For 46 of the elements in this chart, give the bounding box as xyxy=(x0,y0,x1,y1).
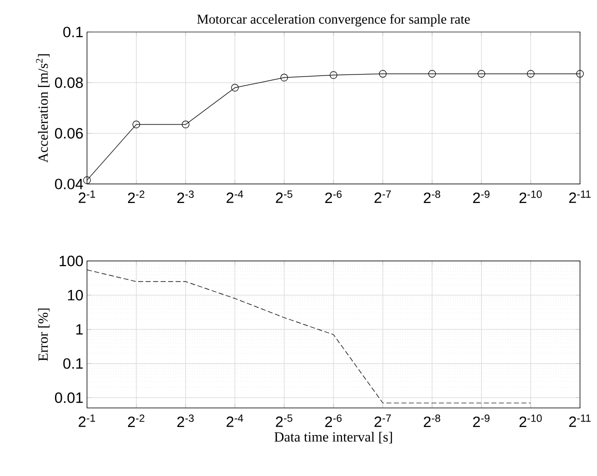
x-tick-label: 2$^{-3}$ xyxy=(177,190,194,204)
point xyxy=(280,74,288,82)
x-tick-label: 2$^{-11}$ xyxy=(569,190,591,203)
y-tick-label: 0.1 xyxy=(63,358,83,369)
x-tick-label: 2$^{-7}$ xyxy=(374,414,391,427)
point xyxy=(231,84,239,92)
x-tick-label: 2$^{-6}$ xyxy=(325,414,342,428)
x-tick-label: 2$^{-2}$ xyxy=(128,414,144,428)
x-tick-label: 2$^{-10}$ xyxy=(519,414,542,428)
y-tick-label: 0.06 xyxy=(54,128,83,139)
y-tick-label: 100 xyxy=(60,256,83,266)
point xyxy=(330,71,338,79)
x-tick-label: 2$^{-4}$ xyxy=(226,414,244,427)
x-tick-label: 2$^{-8}$ xyxy=(424,190,440,204)
x-tick-label: 2$^{-6}$ xyxy=(325,190,342,204)
x-tick-label: 2$^{-5}$ xyxy=(276,190,292,203)
y-tick-label: 1 xyxy=(76,324,83,334)
x-tick-label: 2$^{-2}$ xyxy=(128,190,144,204)
y-tick-label: 0.01 xyxy=(54,392,83,403)
x-tick-label: 2$^{-4}$ xyxy=(226,190,244,203)
x-tick-label: 2$^{-9}$ xyxy=(473,190,490,204)
x-tick-label: 2$^{-3}$ xyxy=(177,414,194,428)
y-tick-label: 10 xyxy=(68,290,83,300)
y-axis-title: Acceleration [m/s$^{2}$] xyxy=(36,54,50,163)
x-tick-label: 2$^{-10}$ xyxy=(519,190,542,204)
y-tick-label: 0.08 xyxy=(54,77,83,88)
point xyxy=(182,120,190,128)
point xyxy=(132,120,140,128)
y-axis-title: Error [%] xyxy=(38,308,50,361)
x-tick-label: 2$^{-1}$ xyxy=(78,190,96,203)
point xyxy=(576,70,584,78)
x-tick-label: 2$^{-11}$ xyxy=(569,414,591,427)
x-tick-label: 2$^{-9}$ xyxy=(473,414,490,428)
point xyxy=(526,70,535,78)
point xyxy=(428,70,436,78)
y-tick-label: 0.04 xyxy=(54,178,84,190)
x-tick-label: 2$^{-1}$ xyxy=(78,414,96,427)
x-tick-label: 2$^{-8}$ xyxy=(424,414,440,428)
x-axis-title: Data time interval [s] xyxy=(274,432,392,444)
point xyxy=(478,70,486,78)
y-tick-label: 0.1 xyxy=(63,26,83,38)
chart-title: Motorcar acceleration convergence for sample rate xyxy=(197,14,470,26)
point xyxy=(83,176,91,184)
x-tick-label: 2$^{-5}$ xyxy=(276,414,292,427)
x-tick-label: 2$^{-7}$ xyxy=(374,190,391,203)
point xyxy=(379,70,387,78)
